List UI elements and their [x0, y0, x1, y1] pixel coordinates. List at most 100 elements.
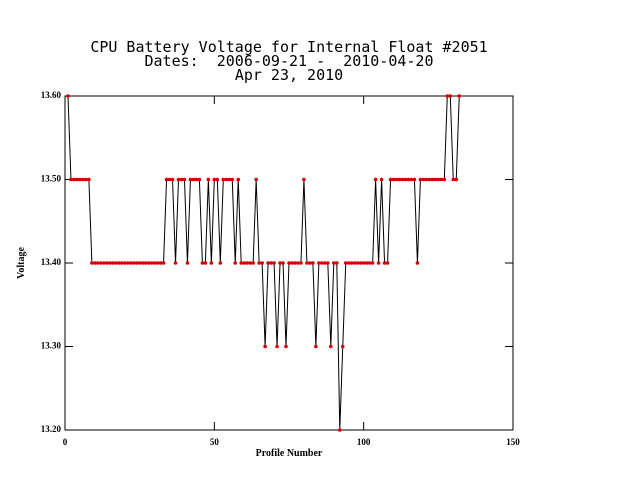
data-point [176, 177, 181, 182]
y-tick-label: 13.50 [41, 174, 62, 184]
data-point [212, 177, 217, 182]
x-tick-label: 0 [63, 437, 68, 447]
data-point [81, 177, 85, 182]
data-point [167, 177, 172, 182]
data-point [260, 261, 264, 265]
data-point [200, 261, 205, 265]
data-point [337, 428, 342, 432]
data-point [239, 261, 244, 265]
x-tick-label: 150 [506, 437, 520, 447]
data-point [391, 177, 396, 182]
data-point [281, 261, 285, 265]
data-point [284, 344, 288, 349]
data-point [433, 177, 438, 182]
data-point [343, 261, 348, 265]
data-point [296, 261, 300, 265]
data-point [248, 261, 252, 265]
data-point [90, 261, 94, 265]
data-point [143, 261, 148, 265]
data-point [421, 177, 426, 182]
data-point [272, 261, 276, 265]
data-point [227, 177, 232, 182]
y-tick-label: 13.60 [41, 90, 62, 100]
data-point [113, 261, 118, 265]
data-point [194, 177, 199, 182]
data-point [403, 177, 408, 182]
x-tick-label: 50 [210, 437, 220, 447]
data-point [320, 261, 324, 265]
data-point [373, 177, 378, 182]
data-point [84, 177, 88, 182]
data-point [125, 261, 130, 265]
data-point [69, 177, 73, 182]
data-point [397, 177, 402, 182]
data-point [355, 261, 360, 265]
data-point [376, 261, 381, 265]
data-point [179, 177, 184, 182]
data-point [182, 177, 187, 182]
chart-title: CPU Battery Voltage for Internal Float #… [90, 38, 487, 56]
data-point [448, 94, 453, 98]
data-point [439, 177, 444, 182]
data-point [415, 261, 420, 265]
data-point [400, 177, 405, 182]
y-axis-label: Voltage [16, 247, 27, 279]
data-point [119, 261, 124, 265]
data-point [188, 177, 193, 182]
data-point [370, 261, 375, 265]
data-point [293, 261, 297, 265]
data-point [358, 261, 363, 265]
data-point [155, 261, 160, 265]
y-tick-label: 13.40 [41, 257, 62, 267]
data-point [314, 344, 318, 349]
data-point [454, 177, 459, 182]
y-tick-label: 13.20 [41, 424, 62, 434]
data-point [206, 177, 211, 182]
data-point [146, 261, 151, 265]
data-point [457, 94, 462, 98]
data-point [430, 177, 435, 182]
x-axis-label: Profile Number [256, 448, 323, 459]
data-point [332, 261, 336, 265]
data-point [230, 177, 235, 182]
data-point [329, 344, 333, 349]
data-point [75, 177, 79, 182]
data-point [215, 177, 220, 182]
data-point [173, 261, 178, 265]
data-point [203, 261, 208, 265]
data-point [224, 177, 229, 182]
data-point [388, 177, 393, 182]
data-point [361, 261, 366, 265]
data-point [242, 261, 246, 265]
data-point [128, 261, 133, 265]
data-point [326, 261, 330, 265]
data-point [379, 177, 384, 182]
data-point [364, 261, 369, 265]
data-point [385, 261, 390, 265]
data-point [409, 177, 414, 182]
data-point [96, 261, 100, 265]
data-point [152, 261, 157, 265]
data-point [102, 261, 106, 265]
data-point [436, 177, 441, 182]
data-point [302, 177, 306, 182]
data-point [233, 261, 238, 265]
data-point [66, 94, 70, 98]
chart-subtitle: Dates: 2006-09-21 - 2010-04-20 [145, 52, 434, 70]
x-tick-label: 100 [357, 437, 371, 447]
data-point [218, 261, 223, 265]
data-point [116, 261, 121, 265]
data-point [257, 261, 261, 265]
data-point [209, 261, 214, 265]
data-point [140, 261, 145, 265]
data-point [245, 261, 249, 265]
data-point [334, 261, 339, 265]
data-point [161, 261, 166, 265]
data-point [317, 261, 321, 265]
y-tick-label: 13.30 [41, 341, 62, 351]
data-point [311, 261, 315, 265]
data-point [99, 261, 103, 265]
data-point [349, 261, 354, 265]
data-point [394, 177, 399, 182]
data-point [299, 261, 303, 265]
